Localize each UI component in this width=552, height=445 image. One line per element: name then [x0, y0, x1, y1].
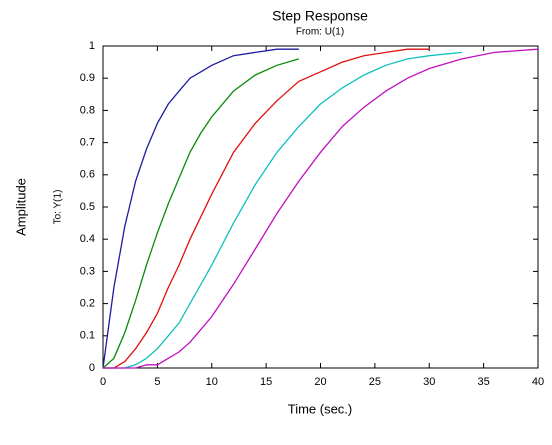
y-tick-label: 0.4 [80, 233, 95, 245]
series-line [103, 48, 430, 369]
y-tick-label: 0.5 [80, 201, 95, 213]
x-tick-label: 20 [314, 376, 326, 388]
x-tick-label: 40 [532, 376, 544, 388]
x-tick-label: 10 [206, 376, 218, 388]
output-label: To: Y(1) [53, 190, 64, 225]
x-tick-label: 15 [260, 376, 272, 388]
x-tick-label: 35 [478, 376, 490, 388]
chart-title: Step Response [272, 8, 368, 24]
x-tick-label: 5 [154, 376, 160, 388]
y-tick-label: 0.2 [80, 298, 95, 310]
x-axis-label: Time (sec.) [288, 401, 353, 416]
y-tick-label: 0.8 [80, 104, 95, 116]
y-tick-label: 0.9 [80, 72, 95, 84]
plot-frame [102, 45, 539, 369]
series-line [103, 51, 462, 369]
x-tick-label: 25 [369, 376, 381, 388]
series-line [103, 48, 539, 369]
series-line [102, 58, 299, 369]
x-tick-label: 0 [100, 376, 106, 388]
y-tick-label: 0.3 [80, 265, 95, 277]
y-tick-label: 0 [89, 362, 95, 374]
y-tick-label: 1 [89, 40, 95, 52]
y-tick-label: 0.1 [80, 330, 95, 342]
x-tick-label: 30 [423, 376, 435, 388]
chart-subtitle: From: U(1) [296, 27, 344, 38]
series-line [102, 48, 299, 369]
y-tick-label: 0.7 [80, 137, 95, 149]
y-tick-label: 0.6 [80, 169, 95, 181]
y-axis-label: Amplitude [13, 178, 28, 236]
